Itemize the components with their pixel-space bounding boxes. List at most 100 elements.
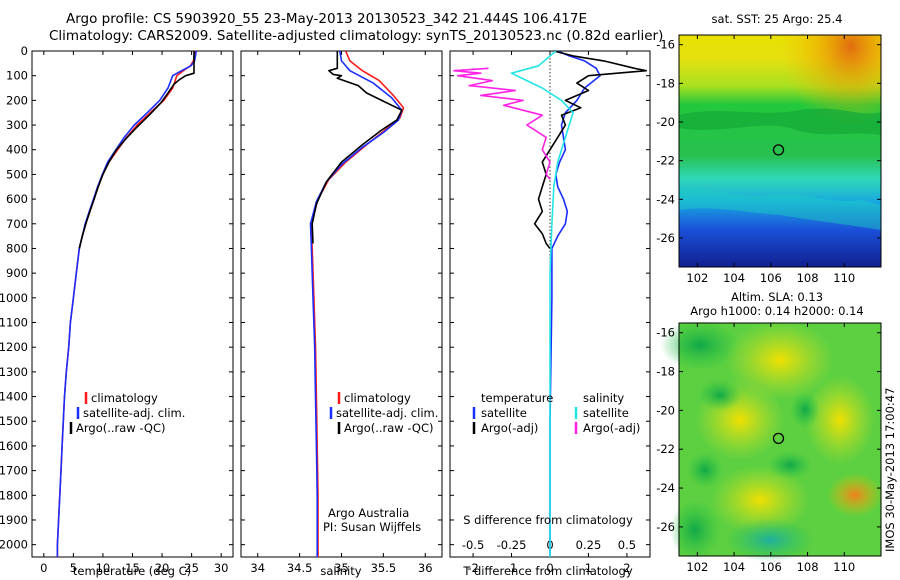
- x-tick-label: 2: [623, 561, 630, 575]
- salinity-annotation-pi: PI: Susan Wijffels: [323, 520, 421, 534]
- sla-low-blob: [670, 500, 720, 560]
- sst-map-frame: [678, 34, 882, 268]
- difference-series: [452, 51, 648, 557]
- series-line-t-argo: [533, 51, 648, 249]
- difference-panel: -2 -1 0 1 2-0.5 -0.25 0 0.25 0.5 temperature sal…: [449, 50, 651, 578]
- y-tick-label: 200: [6, 93, 28, 107]
- map-y-tick-label: -24: [656, 481, 675, 495]
- salinity-series: [309, 51, 405, 557]
- map-x-tick-label: 110: [833, 271, 855, 285]
- legend-label-satellite: satellite-adj. clim.: [336, 406, 438, 420]
- argo-location-marker: [772, 144, 785, 156]
- map-x-tick-label: 106: [760, 271, 782, 285]
- y-tick-label: 1400: [0, 390, 28, 404]
- difference-x-label: T difference from climatology: [462, 564, 633, 578]
- argo-location-marker: [772, 432, 785, 445]
- y-tick-label: 1300: [0, 365, 28, 379]
- legend-label-s-satellite: satellite: [583, 406, 629, 420]
- sla-high-blob: [805, 375, 875, 465]
- temperature-x-label: temperature (deg C): [73, 564, 191, 578]
- series-line-argo-raw-qc-: [311, 51, 403, 244]
- salinity-legend: climatology satellite-adj. clim. Argo(..…: [329, 391, 438, 435]
- map-x-tick-label: 104: [723, 271, 745, 285]
- legend-label-s-argo: Argo(-adj): [583, 421, 640, 435]
- sla-map-axes: -16 -18 -20 -22 -24 -26 102 104 106 108 110: [656, 323, 881, 574]
- temperature-panel: 0100200300400500600700800900100011001200…: [0, 44, 234, 578]
- x-tick-label: 10: [96, 561, 111, 575]
- map-y-tick-label: -26: [656, 231, 675, 245]
- temperature-x-axis: 0 5 10 15 20 25 30: [40, 51, 228, 575]
- salinity-panel: 34 34.5 35 35.5 36 climatology satellite-adj…: [240, 50, 443, 578]
- difference-top-x-label: S difference from climatology: [463, 513, 633, 527]
- sla-map-title-2: Argo h1000: 0.14 h2000: 0.14: [690, 304, 863, 318]
- temperature-legend: climatology satellite-adj. clim. Argo(..…: [69, 391, 185, 435]
- sst-map-title: sat. SST: 25 Argo: 25.4: [712, 12, 843, 26]
- map-y-tick-label: -18: [656, 76, 675, 90]
- map-y-tick-label: -26: [656, 520, 675, 534]
- sst-heatmap: [679, 35, 881, 267]
- y-tick-label: 900: [6, 266, 28, 280]
- y-tick-label: 100: [6, 69, 28, 83]
- y-tick-label: 700: [6, 217, 28, 231]
- y-tick-label: 1600: [0, 439, 28, 453]
- x-tick-label: -2: [467, 561, 478, 575]
- x-tick-label: 5: [70, 561, 77, 575]
- y-tick-label: 600: [6, 192, 28, 206]
- y-tick-label: 1000: [0, 291, 28, 305]
- top-x-tick-label: 0.25: [576, 538, 602, 552]
- salinity-x-label: salinity: [320, 564, 361, 578]
- y-tick-label: 1700: [0, 464, 28, 478]
- x-tick-label: 1: [585, 561, 592, 575]
- legend-title-salinity: salinity: [583, 391, 624, 405]
- x-tick-label: 30: [214, 561, 229, 575]
- x-tick-label: 36: [418, 561, 433, 575]
- map-x-tick-label: 102: [686, 271, 708, 285]
- title-line-1: Argo profile: CS 5903920_55 23-May-2013 …: [66, 11, 587, 27]
- y-tick-label: 400: [6, 143, 28, 157]
- map-y-tick-label: -24: [656, 192, 675, 206]
- series-line-t-satellite: [549, 51, 601, 557]
- legend-label-argo: Argo(..raw -QC): [344, 421, 434, 435]
- map-y-tick-label: -20: [656, 403, 675, 417]
- map-y-tick-label: -22: [656, 154, 675, 168]
- map-x-tick-label: 110: [833, 560, 855, 574]
- legend-label-t-satellite: satellite: [481, 406, 527, 420]
- map-y-tick-label: -16: [656, 38, 675, 52]
- salinity-depth-ticks: [241, 50, 442, 546]
- sla-low-blob: [698, 379, 742, 411]
- map-y-tick-label: -22: [656, 442, 675, 456]
- salinity-annotation-institution: Argo Australia: [328, 506, 409, 520]
- map-y-tick-label: -20: [656, 115, 675, 129]
- y-tick-label: 300: [6, 118, 28, 132]
- sla-high-blob: [710, 465, 810, 535]
- temperature-series: [56, 51, 198, 557]
- legend-label-t-argo: Argo(-adj): [481, 421, 538, 435]
- depth-axis: 0 100 200 300 400 500 600 700 800 900 1000 1100 1200…: [0, 44, 233, 552]
- sst-cool-band: [679, 188, 881, 230]
- y-tick-label: 800: [6, 241, 28, 255]
- map-x-tick-label: 108: [797, 271, 819, 285]
- map-y-tick-label: -18: [656, 365, 675, 379]
- x-tick-label: 20: [155, 561, 170, 575]
- legend-label-climatology: climatology: [344, 391, 411, 405]
- sla-peak-blob: [827, 473, 883, 517]
- x-tick-label: 35.5: [371, 561, 397, 575]
- x-tick-label: 34: [250, 561, 265, 575]
- y-tick-label: 500: [6, 167, 28, 181]
- map-x-tick-label: 106: [760, 560, 782, 574]
- x-tick-label: 34.5: [287, 561, 313, 575]
- x-tick-label: 0: [546, 561, 553, 575]
- top-x-tick-label: 0.5: [618, 538, 636, 552]
- sla-map-title-1: Altim. SLA: 0.13: [731, 290, 823, 304]
- legend-title-temperature: temperature: [481, 391, 553, 405]
- y-tick-label: 1200: [0, 340, 28, 354]
- sla-low-blob: [790, 392, 820, 428]
- sla-heatmap: [660, 320, 883, 562]
- series-line-s-argo: [452, 67, 551, 180]
- sla-map-panel: Altim. SLA: 0.13 Argo h1000: 0.14 h2000:…: [656, 290, 883, 574]
- salinity-x-axis: 34 34.5 35 35.5 36: [250, 51, 433, 575]
- y-tick-label: 1800: [0, 488, 28, 502]
- map-x-tick-label: 104: [723, 560, 745, 574]
- sst-front: [679, 108, 881, 135]
